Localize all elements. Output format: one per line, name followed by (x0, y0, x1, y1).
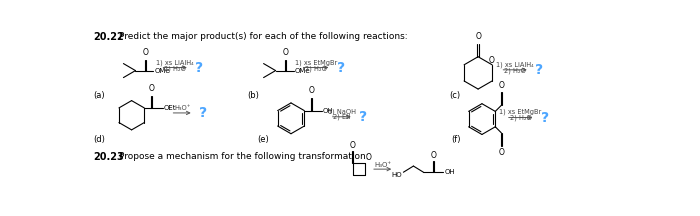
Text: ?: ? (535, 63, 543, 77)
Text: O: O (475, 32, 481, 41)
Text: Predict the major product(s) for each of the following reactions:: Predict the major product(s) for each of… (118, 32, 407, 41)
Text: H₃O⁺: H₃O⁺ (374, 162, 391, 168)
Text: 2) H₂O: 2) H₂O (504, 67, 526, 74)
Text: 1) xs EtMgBr: 1) xs EtMgBr (295, 60, 337, 66)
Text: O: O (283, 48, 288, 57)
Text: O: O (143, 48, 148, 57)
Text: (f): (f) (451, 135, 461, 144)
Text: OH: OH (444, 169, 455, 175)
Text: H₃O⁺: H₃O⁺ (174, 105, 190, 111)
Text: 20.22: 20.22 (93, 32, 124, 42)
Text: 20.23: 20.23 (93, 152, 124, 162)
Text: (e): (e) (257, 135, 269, 144)
Text: 2) H₂O: 2) H₂O (510, 114, 531, 121)
Text: 1) NaOH: 1) NaOH (328, 108, 356, 115)
Text: ?: ? (195, 60, 203, 75)
Text: 2) H₂O: 2) H₂O (305, 65, 327, 71)
Text: HO: HO (391, 172, 402, 178)
Text: O: O (498, 148, 504, 157)
Text: O: O (430, 151, 436, 159)
Text: OMe: OMe (154, 68, 170, 74)
Text: (a): (a) (93, 92, 105, 100)
Text: 2) EtI: 2) EtI (333, 114, 351, 120)
Text: O: O (498, 81, 504, 90)
Text: OMe: OMe (295, 68, 310, 74)
Text: O: O (148, 84, 154, 93)
Text: OEt: OEt (164, 105, 176, 111)
Text: O: O (366, 153, 372, 162)
Text: ?: ? (199, 106, 207, 120)
Text: (d): (d) (93, 135, 105, 144)
Text: O: O (350, 140, 356, 149)
Text: 2) H₂O: 2) H₂O (164, 65, 186, 71)
Text: O: O (488, 56, 494, 65)
Text: ?: ? (359, 110, 367, 124)
Text: 1) xs LiAlH₄: 1) xs LiAlH₄ (496, 62, 534, 68)
Text: O: O (309, 86, 314, 95)
Text: (c): (c) (449, 92, 461, 100)
Text: (b): (b) (247, 92, 259, 100)
Text: ?: ? (541, 111, 550, 125)
Text: 1) xs LiAlH₄: 1) xs LiAlH₄ (156, 60, 194, 66)
Text: OH: OH (323, 108, 333, 114)
Text: Propose a mechanism for the following transformation:: Propose a mechanism for the following tr… (118, 152, 368, 161)
Text: ?: ? (337, 60, 344, 75)
Text: 1) xs EtMgBr: 1) xs EtMgBr (499, 109, 542, 115)
